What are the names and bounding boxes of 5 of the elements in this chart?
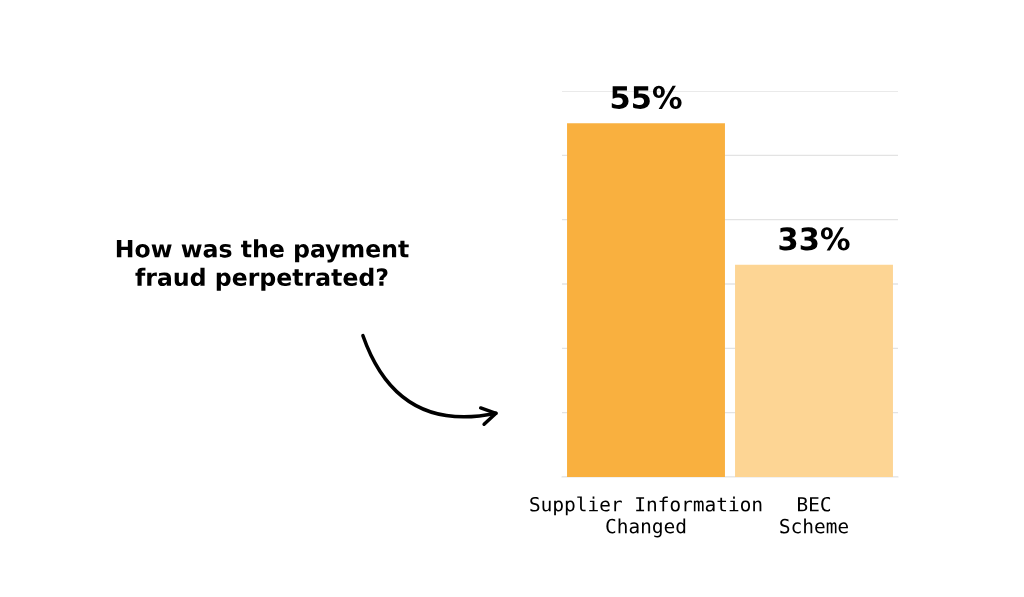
data-label: 55% bbox=[611, 85, 682, 109]
data-label: 33% bbox=[779, 227, 850, 251]
x-tick-label: BEC Scheme bbox=[780, 496, 848, 534]
x-tick-label: Supplier Information Changed bbox=[530, 496, 762, 538]
text: How was the payment fraud perpetrated? bbox=[116, 239, 409, 291]
